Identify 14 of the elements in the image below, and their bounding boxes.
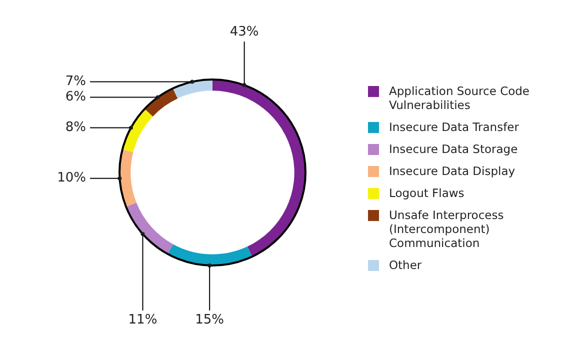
data-label: 6%: [65, 90, 86, 105]
legend-label: Insecure Data Transfer: [389, 120, 519, 134]
legend-label: Application Source Code Vulnerabilities: [389, 84, 531, 112]
data-label: 43%: [230, 24, 259, 40]
legend-label: Other: [389, 258, 422, 272]
legend-label: Logout Flaws: [389, 186, 464, 200]
data-label: 7%: [65, 74, 86, 90]
data-label: 11%: [128, 312, 158, 328]
legend-label: Insecure Data Storage: [389, 142, 518, 156]
data-label: 15%: [195, 312, 224, 328]
data-label: 10%: [57, 170, 86, 186]
legend-label: Unsafe Interprocess (Intercomponent) Communication: [389, 208, 505, 250]
legend-label: Insecure Data Display: [389, 164, 516, 178]
data-label: 8%: [65, 120, 86, 136]
